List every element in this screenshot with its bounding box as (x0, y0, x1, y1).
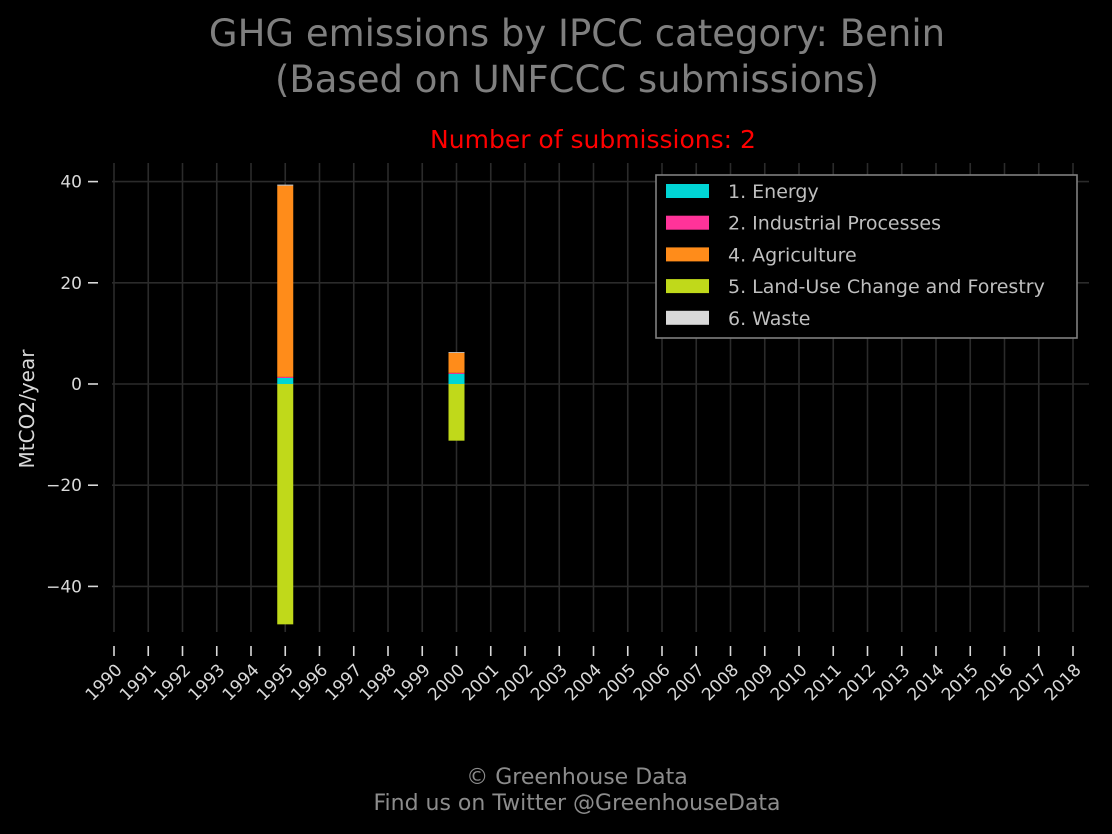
legend-frame (655, 174, 1078, 339)
bar-segment (448, 352, 465, 373)
x-tick-label: 2015 (938, 660, 983, 705)
footer-twitter: Find us on Twitter @GreenhouseData (373, 791, 780, 816)
x-tick-label: 2004 (561, 660, 606, 705)
legend-label: 6. Waste (728, 308, 810, 330)
x-tick-label: 2003 (527, 660, 572, 705)
x-tick-label: 2012 (835, 660, 880, 705)
x-tick-label: 2018 (1041, 660, 1086, 705)
chart-title-line-1: GHG emissions by IPCC category: Benin (209, 12, 945, 55)
x-tick-label: 2007 (664, 660, 709, 705)
bar-segment (448, 372, 465, 374)
chart-title-line-2: (Based on UNFCCC submissions) (275, 58, 879, 101)
x-tick-label: 2002 (493, 660, 538, 705)
legend: 1. Energy 2. Industrial Processes 4. Agric… (655, 174, 1078, 339)
x-tick-label: 2008 (698, 660, 743, 705)
x-tick-label: 2011 (801, 660, 846, 705)
x-tick-label: 1990 (82, 660, 127, 705)
x-tick-label: 2006 (630, 660, 675, 705)
bar-segment (448, 373, 465, 384)
x-tick-label: 2013 (870, 660, 915, 705)
x-tick-label: 2005 (596, 660, 641, 705)
legend-swatch (666, 310, 709, 325)
footer-copyright: © Greenhouse Data (466, 765, 687, 790)
x-tick-label: 2010 (767, 660, 812, 705)
bar-segment (277, 384, 294, 625)
chart-subtitle: Number of submissions: 2 (430, 125, 756, 154)
bar-segment (448, 352, 465, 353)
x-tick-label: 2001 (459, 660, 504, 705)
x-tick-label: 2016 (972, 660, 1017, 705)
x-tick-label: 1992 (150, 660, 195, 705)
bar-segment (277, 376, 294, 378)
legend-swatch (666, 215, 709, 230)
bar-segment (277, 184, 294, 186)
legend-label: 5. Land-Use Change and Forestry (728, 276, 1045, 298)
legend-swatch (666, 247, 709, 262)
legend-swatch (666, 184, 709, 198)
bar-segment (277, 185, 294, 377)
y-axis-label: MtCO2/year (15, 349, 39, 469)
x-tick-label: 2009 (733, 660, 778, 705)
bars-layer (277, 184, 465, 625)
y-tick-label: −20 (46, 476, 82, 496)
legend-label: 4. Agriculture (728, 244, 857, 266)
y-tick-label: 40 (60, 173, 82, 193)
y-tick-label: 0 (71, 375, 82, 395)
x-tick-label: 1991 (116, 660, 161, 705)
legend-label: 2. Industrial Processes (728, 213, 941, 235)
legend-label: 1. Energy (728, 181, 819, 203)
x-tick-label: 1995 (253, 660, 298, 705)
x-tick-label: 1993 (185, 660, 230, 705)
legend-swatch (666, 279, 709, 294)
bar-segment (448, 384, 465, 441)
x-tick-label: 2014 (904, 660, 949, 705)
x-tick-label: 1997 (322, 660, 367, 705)
y-tick-label: 20 (60, 274, 82, 294)
x-tick-label: 1996 (287, 660, 332, 705)
x-tick-label: 1994 (219, 660, 264, 705)
x-tick-label: 2000 (424, 660, 469, 705)
x-tick-label: 1998 (356, 660, 401, 705)
x-tick-label: 2017 (1007, 660, 1052, 705)
bar-segment (277, 377, 294, 384)
y-tick-label: −40 (46, 577, 82, 597)
x-tick-label: 1999 (390, 660, 435, 705)
